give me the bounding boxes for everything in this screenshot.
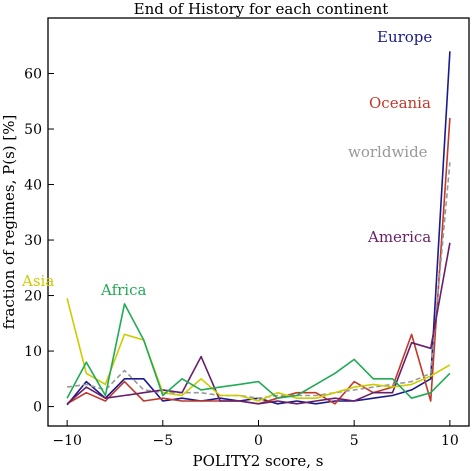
label-oceania: Oceania — [369, 94, 431, 112]
y-tick-label: 30 — [24, 233, 42, 249]
y-tick-label: 10 — [24, 344, 42, 360]
label-worldwide: worldwide — [348, 143, 428, 161]
x-axis-label: POLITY2 score, s — [193, 452, 324, 470]
x-tick-label: −5 — [152, 433, 173, 449]
series-line-asia — [66, 298, 451, 402]
series-line-worldwide — [66, 162, 451, 400]
chart-title: End of History for each continent — [134, 0, 389, 18]
series-lines — [66, 51, 451, 406]
series-line-america — [66, 242, 451, 405]
x-tick-label: 5 — [350, 433, 359, 449]
x-tick-label: 10 — [441, 433, 459, 449]
label-america: America — [367, 228, 431, 246]
axis-ticks: −10 −5 0 5 10 0 10 20 30 40 50 60 — [24, 67, 459, 449]
x-tick-label: −10 — [52, 433, 82, 449]
label-asia: Asia — [21, 272, 54, 290]
label-africa: Africa — [100, 281, 146, 299]
series-labels: Europe Oceania worldwide America Asia Af… — [21, 28, 432, 299]
x-tick-label: 0 — [254, 433, 263, 449]
y-tick-label: 40 — [24, 178, 42, 194]
y-axis-label: fraction of regimes, P(s) [%] — [0, 115, 18, 330]
y-tick-label: 20 — [24, 289, 42, 305]
y-tick-label: 50 — [24, 122, 42, 138]
y-tick-label: 60 — [24, 67, 42, 83]
y-tick-label: 0 — [33, 400, 42, 416]
label-europe: Europe — [377, 28, 432, 46]
series-line-africa — [66, 303, 451, 400]
